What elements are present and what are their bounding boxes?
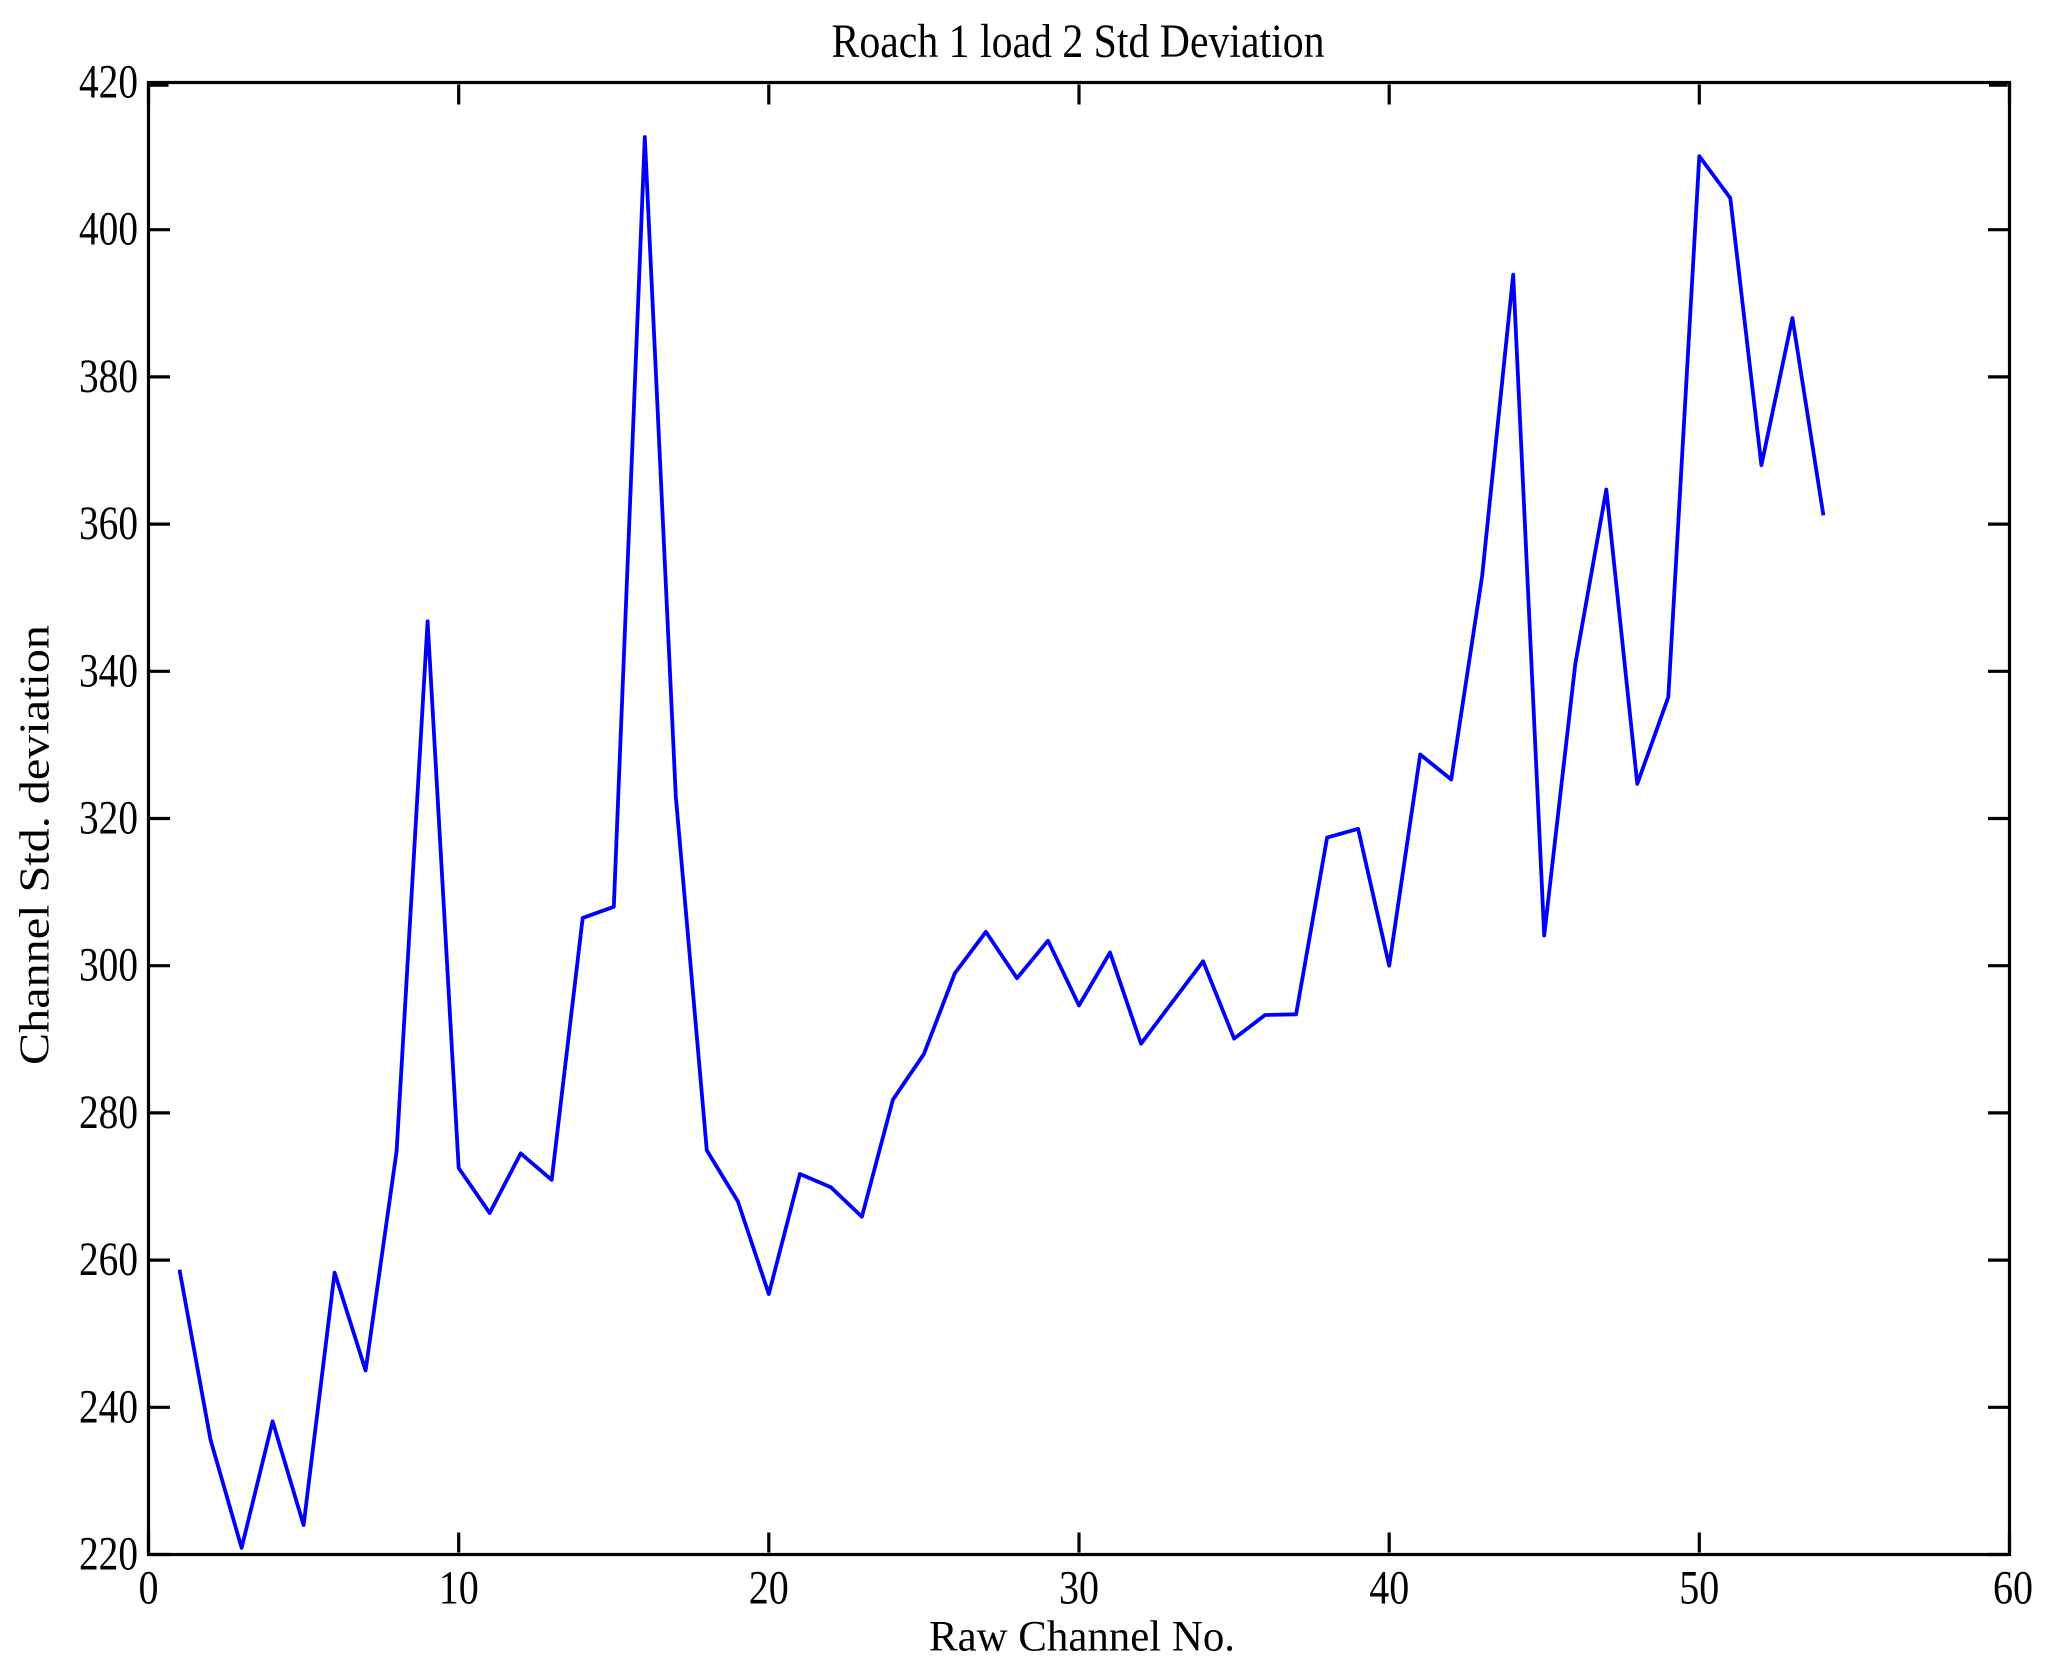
svg-text:220: 220 <box>79 1529 138 1581</box>
svg-text:50: 50 <box>1679 1563 1719 1615</box>
svg-text:Roach 1 load 2 Std Deviation: Roach 1 load 2 Std Deviation <box>832 16 1325 68</box>
svg-text:340: 340 <box>79 645 138 697</box>
svg-text:Raw Channel No.: Raw Channel No. <box>929 1613 1235 1661</box>
svg-text:0: 0 <box>139 1563 159 1615</box>
svg-text:380: 380 <box>79 351 138 403</box>
svg-text:40: 40 <box>1369 1563 1409 1615</box>
svg-text:30: 30 <box>1059 1563 1099 1615</box>
svg-text:10: 10 <box>439 1563 479 1615</box>
svg-text:420: 420 <box>79 57 138 109</box>
svg-text:60: 60 <box>1993 1563 2033 1615</box>
svg-text:Channel Std. deviation: Channel Std. deviation <box>12 625 59 1065</box>
svg-text:240: 240 <box>79 1381 138 1433</box>
svg-text:360: 360 <box>79 498 138 550</box>
svg-text:300: 300 <box>79 940 138 992</box>
svg-text:20: 20 <box>749 1563 789 1615</box>
svg-text:260: 260 <box>79 1234 138 1286</box>
svg-text:320: 320 <box>79 793 138 845</box>
svg-text:280: 280 <box>79 1087 138 1139</box>
svg-text:400: 400 <box>79 204 138 256</box>
